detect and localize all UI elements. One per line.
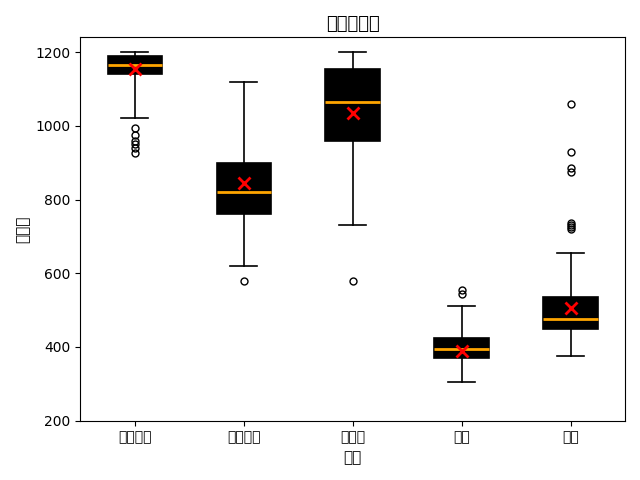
PathPatch shape [543,297,598,329]
PathPatch shape [108,56,162,74]
Title: 中距離先行: 中距離先行 [326,15,380,33]
PathPatch shape [435,338,489,358]
Y-axis label: 能力値: 能力値 [15,216,30,243]
PathPatch shape [216,163,271,214]
PathPatch shape [326,69,380,141]
X-axis label: 能力: 能力 [344,450,362,465]
